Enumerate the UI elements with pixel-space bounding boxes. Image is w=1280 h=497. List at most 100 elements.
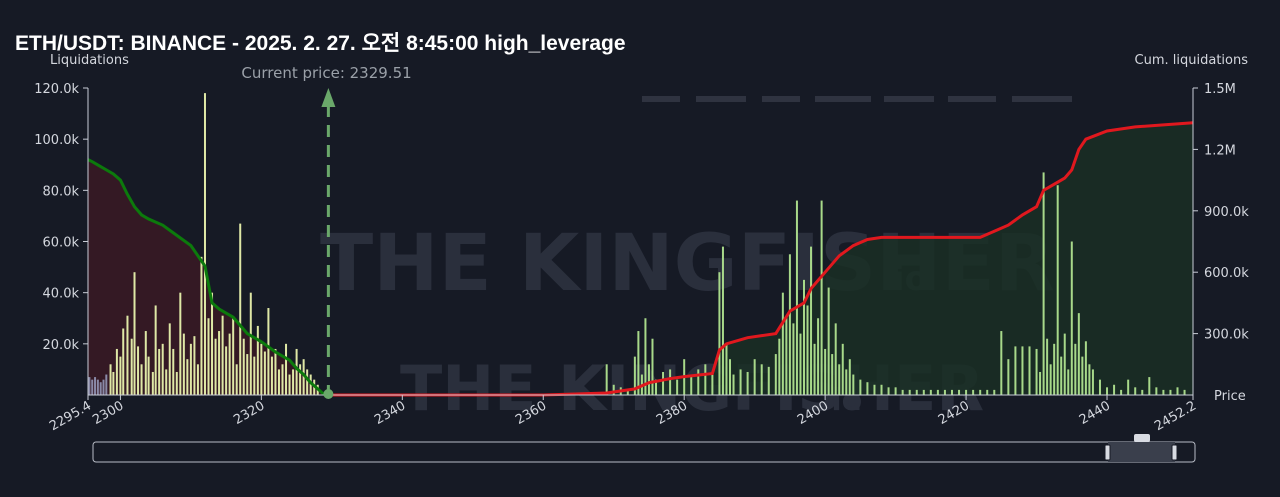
liquidation-bar xyxy=(1042,172,1045,395)
range-navigator-track[interactable] xyxy=(92,441,1196,463)
left-tick-label: 20.0k xyxy=(43,338,80,353)
liquidation-bar xyxy=(788,254,791,395)
liquidation-bar xyxy=(669,369,672,395)
liquidation-bar xyxy=(739,369,742,395)
liquidation-bar xyxy=(859,379,862,395)
liquidation-bar xyxy=(1098,379,1101,395)
liquidation-bar xyxy=(922,389,925,395)
liquidation-bar xyxy=(225,346,228,395)
liquidation-bar xyxy=(119,356,122,395)
liquidation-bar xyxy=(1141,389,1144,395)
chart-title: ETH/USDT: BINANCE - 2025. 2. 27. 오전 8:45… xyxy=(15,32,626,55)
liquidation-bar xyxy=(292,369,295,395)
liquidation-bar xyxy=(285,343,288,395)
liquidation-bar xyxy=(281,364,284,395)
liquidation-bar xyxy=(746,371,749,395)
liquidation-bar xyxy=(820,200,823,395)
liquidation-bar xyxy=(936,389,939,395)
range-navigator-left-handle[interactable] xyxy=(1104,444,1111,461)
liquidation-bar xyxy=(827,287,830,395)
liquidation-bar xyxy=(1183,389,1186,395)
liquidation-bar xyxy=(810,246,813,395)
liquidation-bar xyxy=(605,364,608,395)
liquidation-bar xyxy=(972,389,975,395)
liquidation-bar xyxy=(122,328,125,395)
liquidation-bar xyxy=(306,369,309,395)
x-tick-label: 2440 xyxy=(1077,398,1113,428)
liquidation-bar xyxy=(1148,377,1151,395)
current-price-dot xyxy=(323,389,334,399)
liquidation-bar xyxy=(774,354,777,395)
liquidation-bar xyxy=(1049,364,1052,395)
liquidation-bar xyxy=(1127,379,1130,395)
liquidation-bar xyxy=(704,364,707,395)
range-navigator-window[interactable] xyxy=(1108,442,1175,462)
liquidation-bar xyxy=(274,348,277,395)
liquidation-bar xyxy=(1162,389,1165,395)
liquidation-bar xyxy=(256,325,259,395)
liquidation-bar xyxy=(137,346,140,395)
liquidation-bar xyxy=(929,389,932,395)
liquidation-bar xyxy=(158,348,161,395)
liquidation-bar xyxy=(151,371,154,395)
liquidation-bar xyxy=(979,389,982,395)
liquidation-bar xyxy=(838,364,841,395)
liquidation-bar xyxy=(965,389,968,395)
liquidation-bar xyxy=(1028,346,1031,395)
liquidation-bar xyxy=(848,359,851,395)
liquidation-bar xyxy=(133,272,136,395)
right-axis-title: Cum. liquidations xyxy=(1135,53,1249,68)
liquidation-bar xyxy=(1088,364,1091,395)
liquidation-bar xyxy=(792,323,795,395)
liquidation-bar xyxy=(806,305,809,395)
range-navigator-grip[interactable] xyxy=(1134,434,1150,442)
liquidation-bar xyxy=(824,348,827,395)
liquidation-bar xyxy=(1014,346,1017,395)
left-axis-ticks: 20.0k 40.0k 60.0k 80.0k 100.0k 120.0k xyxy=(34,82,88,353)
liquidation-bar xyxy=(260,343,263,395)
right-tick-label: 900.0k xyxy=(1204,205,1249,220)
cum-short-area xyxy=(331,122,1194,395)
liquidation-bar xyxy=(144,331,147,395)
liquidation-bar xyxy=(655,379,658,395)
liquidation-bar xyxy=(767,366,770,395)
liquidation-bar xyxy=(908,389,911,395)
liquidation-bar xyxy=(732,374,735,395)
liquidation-bar xyxy=(915,389,918,395)
liquidation-bar xyxy=(168,323,171,395)
liquidation-bar xyxy=(1120,389,1123,395)
liquidation-bar xyxy=(1077,313,1080,395)
liquidation-bar xyxy=(813,343,816,395)
liquidation-bar xyxy=(651,338,654,395)
liquidation-bar xyxy=(1070,241,1073,395)
liquidation-bar xyxy=(147,356,150,395)
x-tick-label: 2452.2 xyxy=(1152,398,1199,434)
right-tick-label: 600.0k xyxy=(1204,266,1249,281)
liquidation-bar xyxy=(626,389,629,395)
liquidation-bar xyxy=(109,364,112,395)
liquidation-bar xyxy=(1053,343,1056,395)
liquidation-bar xyxy=(1081,356,1084,395)
liquidation-bar xyxy=(309,374,312,395)
liquidation-bar xyxy=(834,323,837,395)
liquidation-bar xyxy=(299,364,302,395)
liquidation-bar xyxy=(802,279,805,395)
liquidation-bar xyxy=(91,379,94,395)
liquidation-bar xyxy=(221,315,224,395)
current-price-marker: Current price: 2329.51 xyxy=(241,64,412,399)
liquidation-bar xyxy=(795,200,798,395)
liquidation-bar xyxy=(644,318,647,395)
left-axis-title: Liquidations xyxy=(50,53,129,68)
liquidation-bar xyxy=(105,374,108,395)
range-navigator-right-handle[interactable] xyxy=(1171,444,1178,461)
cumulative-lines xyxy=(87,121,1194,397)
liquidation-bar xyxy=(1155,387,1158,395)
liquidation-bar xyxy=(760,364,763,395)
range-navigator[interactable] xyxy=(92,434,1196,463)
liquidation-bar xyxy=(721,246,724,395)
x-tick-label: 2295.4 xyxy=(47,398,94,434)
liquidation-bar xyxy=(186,359,189,395)
liquidation-bar xyxy=(235,364,238,395)
liquidation-bar xyxy=(295,348,298,395)
